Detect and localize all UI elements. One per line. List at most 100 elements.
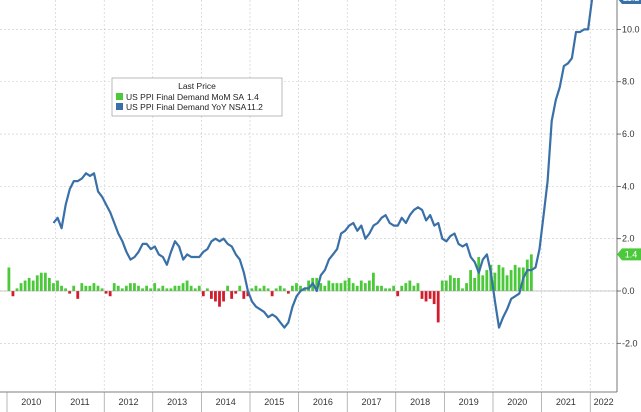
last-value-badge (618, 0, 641, 5)
mom-bar (327, 280, 331, 291)
mom-bar (250, 288, 254, 291)
mom-bar (335, 283, 339, 291)
mom-bar (420, 291, 424, 299)
mom-bar (266, 288, 270, 291)
x-tick-label: 2017 (361, 397, 381, 407)
mom-bar (424, 291, 428, 302)
x-tick-label: 2021 (556, 397, 576, 407)
x-tick-label: 2022 (594, 397, 614, 407)
mom-bar (15, 288, 19, 291)
mom-bar (52, 283, 55, 291)
mom-bar (517, 267, 521, 291)
mom-bar (230, 291, 234, 299)
mom-bar (319, 283, 323, 291)
mom-bar (116, 285, 120, 291)
mom-bar (448, 275, 452, 291)
mom-bar (323, 285, 327, 291)
mom-bar (282, 288, 286, 291)
legend-title: Last Price (178, 81, 216, 91)
mom-bar (193, 288, 197, 291)
last-value-badges: 11.2 1.4 (617, 0, 641, 261)
mom-bar (307, 280, 310, 291)
mom-bar (31, 280, 35, 291)
mom-bar (505, 275, 509, 291)
mom-bar (428, 291, 432, 299)
mom-bar (181, 283, 185, 291)
mom-bar (173, 285, 177, 291)
mom-bar (453, 277, 456, 291)
mom-bar (108, 291, 112, 297)
mom-bar (165, 288, 169, 291)
mom-bar (177, 285, 181, 291)
mom-bar (457, 277, 460, 291)
mom-bar (412, 285, 416, 291)
mom-bar (35, 275, 39, 291)
mom-bar (104, 291, 108, 294)
x-tick-label: 2013 (167, 397, 187, 407)
mom-bar (218, 291, 221, 307)
mom-bar (396, 291, 400, 297)
mom-bar (509, 270, 513, 291)
mom-bar (100, 288, 104, 291)
mom-bar (133, 283, 136, 291)
mom-bar (351, 283, 355, 291)
mom-bar (60, 285, 63, 291)
mom-bar (359, 280, 363, 291)
legend-last-yoy: 11.2 (247, 102, 263, 112)
mom-bar (169, 288, 173, 291)
mom-bar (64, 288, 67, 291)
mom-bar (286, 291, 290, 294)
mom-bar (80, 283, 84, 291)
last-value-badge-label: 1.4 (625, 249, 638, 259)
x-tick-label: 2011 (70, 397, 89, 407)
mom-bar (291, 285, 294, 291)
legend-box (111, 77, 283, 117)
mom-bar (124, 285, 128, 291)
legend-swatch-mom (116, 93, 123, 100)
yoy-line (52, 0, 594, 329)
y-tick-label: 4.0 (622, 181, 635, 191)
mom-bar (501, 267, 505, 291)
mom-bar (234, 291, 238, 294)
mom-bar (222, 291, 225, 302)
mom-bar (39, 272, 43, 291)
last-value-badge (617, 248, 641, 261)
mom-bar (473, 277, 477, 291)
y-tick-label: 0.0 (622, 286, 635, 296)
mom-bar (432, 291, 436, 305)
mom-bar (149, 288, 153, 291)
y-tick-label: 10.0 (622, 24, 640, 34)
mom-bar (242, 291, 246, 299)
legend-label-yoy: US PPI Final Demand YoY NSA (126, 102, 247, 112)
mom-bar (112, 283, 116, 291)
mom-bar (84, 285, 88, 291)
legend-swatch-yoy (116, 103, 123, 110)
mom-bar (27, 277, 31, 291)
legend-last-mom: 1.4 (247, 92, 259, 102)
mom-bar (145, 285, 148, 291)
x-axis-band (0, 392, 617, 412)
mom-bar (339, 283, 343, 291)
mom-bar (465, 283, 468, 291)
mom-bar (493, 272, 497, 291)
legend-label-mom: US PPI Final Demand MoM SA (126, 92, 244, 102)
mom-bar (56, 280, 59, 291)
x-tick-label: 2019 (459, 397, 479, 407)
mom-bar (92, 283, 96, 291)
mom-bar (485, 270, 489, 291)
mom-bar (481, 275, 485, 291)
mom-bar (258, 288, 262, 291)
mom-bar (347, 277, 351, 291)
mom-bar (408, 280, 412, 291)
mom-bar (161, 285, 165, 291)
mom-bar (43, 272, 47, 291)
y-axis-ticks: -2.00.02.04.06.08.010.012.0 (617, 24, 640, 348)
mom-bar (214, 291, 217, 302)
mom-bar (129, 283, 132, 291)
mom-bar (23, 280, 27, 291)
mom-bar (157, 288, 161, 291)
x-tick-label: 2018 (410, 397, 430, 407)
mom-bar (88, 285, 92, 291)
